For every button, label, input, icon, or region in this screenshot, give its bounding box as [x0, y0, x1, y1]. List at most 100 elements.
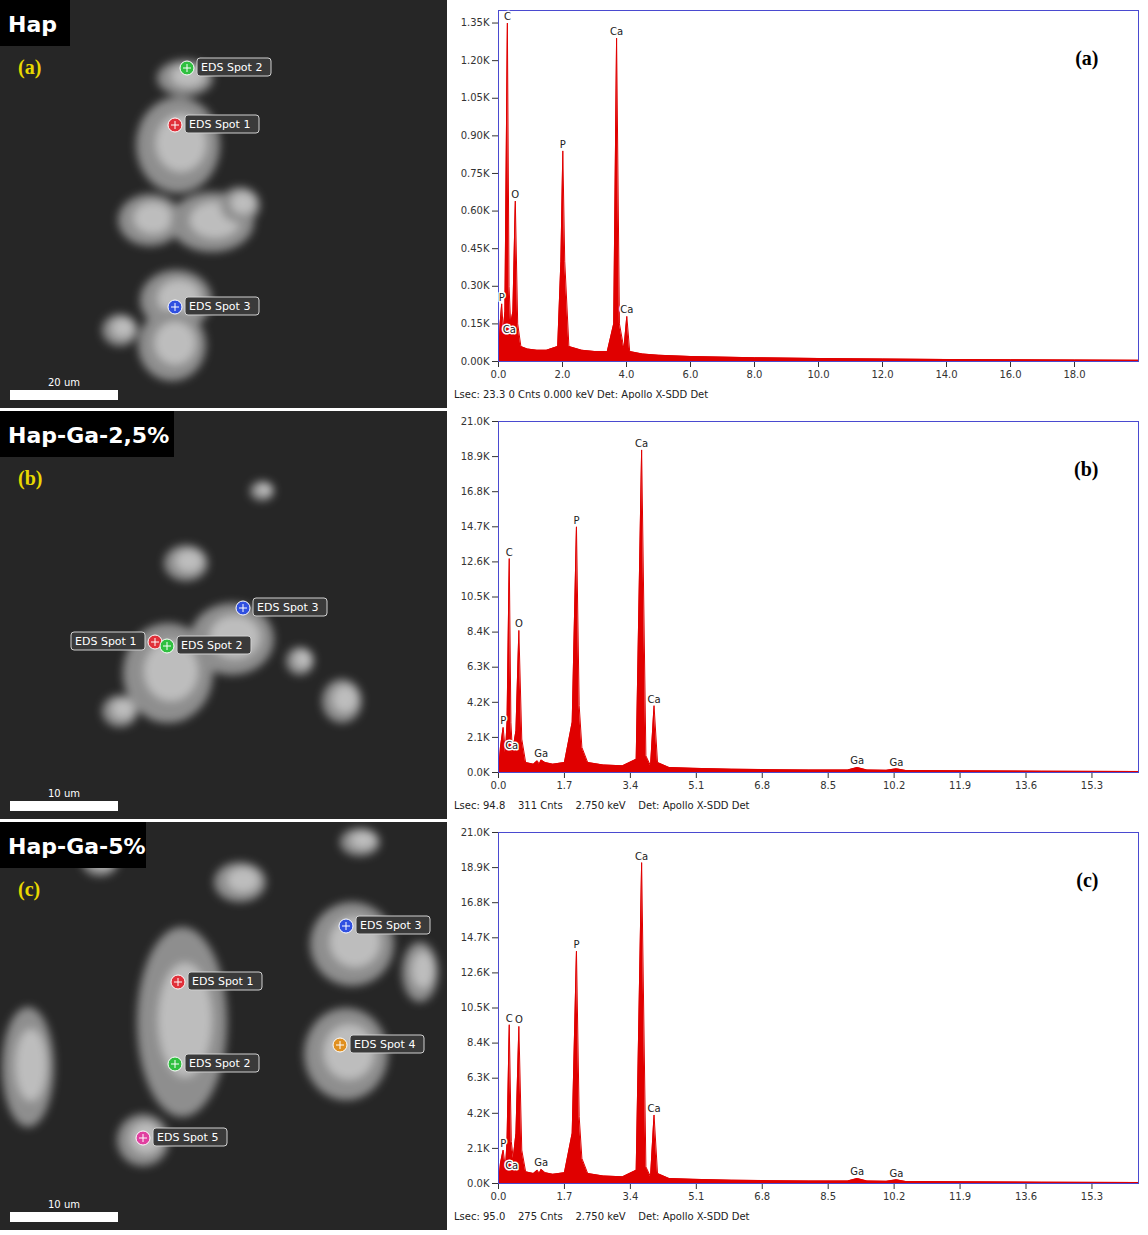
svg-text:16.8K: 16.8K — [461, 897, 490, 908]
svg-text:P: P — [573, 515, 579, 526]
svg-text:0.15K: 0.15K — [461, 318, 490, 329]
svg-text:12.0: 12.0 — [871, 369, 893, 380]
svg-text:12.6K: 12.6K — [461, 967, 490, 978]
svg-text:6.3K: 6.3K — [467, 1072, 490, 1083]
svg-text:0.75K: 0.75K — [461, 168, 490, 179]
svg-text:Ga: Ga — [850, 1166, 864, 1177]
svg-text:6.0: 6.0 — [683, 369, 699, 380]
svg-text:P: P — [499, 292, 505, 303]
svg-text:P: P — [560, 139, 566, 150]
svg-text:Ca: Ca — [620, 304, 633, 315]
svg-text:16.0: 16.0 — [999, 369, 1021, 380]
svg-text:12.6K: 12.6K — [461, 556, 490, 567]
svg-text:Hap-Ga-5%: Hap-Ga-5% — [8, 834, 146, 859]
svg-text:15.3: 15.3 — [1081, 780, 1103, 791]
svg-text:4.2K: 4.2K — [467, 1108, 490, 1119]
svg-text:10.0: 10.0 — [807, 369, 829, 380]
svg-text:EDS Spot 2: EDS Spot 2 — [201, 61, 262, 74]
svg-text:0.0: 0.0 — [491, 369, 507, 380]
svg-text:13.6: 13.6 — [1015, 1191, 1037, 1202]
svg-text:5.1: 5.1 — [688, 780, 704, 791]
svg-text:15.3: 15.3 — [1081, 1191, 1103, 1202]
svg-text:Ca: Ca — [610, 26, 623, 37]
svg-text:EDS Spot 1: EDS Spot 1 — [75, 635, 136, 648]
svg-text:8.4K: 8.4K — [467, 626, 490, 637]
svg-text:18.0: 18.0 — [1063, 369, 1085, 380]
svg-text:P: P — [500, 1138, 506, 1149]
svg-text:EDS Spot 2: EDS Spot 2 — [181, 639, 242, 652]
svg-text:1.20K: 1.20K — [461, 55, 490, 66]
svg-text:O: O — [511, 189, 519, 200]
svg-text:0.0K: 0.0K — [467, 1178, 490, 1189]
svg-text:EDS Spot 3: EDS Spot 3 — [257, 601, 318, 614]
svg-text:8.5: 8.5 — [820, 1191, 836, 1202]
svg-text:11.9: 11.9 — [949, 780, 971, 791]
svg-text:(b): (b) — [1074, 458, 1098, 481]
svg-text:18.9K: 18.9K — [461, 862, 490, 873]
svg-text:10.2: 10.2 — [883, 1191, 905, 1202]
svg-text:21.0K: 21.0K — [461, 416, 490, 427]
svg-text:13.6: 13.6 — [1015, 780, 1037, 791]
svg-text:Ca: Ca — [503, 324, 516, 335]
svg-text:EDS Spot 4: EDS Spot 4 — [354, 1038, 415, 1051]
svg-text:1.35K: 1.35K — [461, 17, 490, 28]
svg-text:0.00K: 0.00K — [461, 356, 490, 367]
svg-text:14.7K: 14.7K — [461, 932, 490, 943]
svg-text:Ga: Ga — [890, 757, 904, 768]
svg-text:10 um: 10 um — [48, 1199, 80, 1210]
svg-text:(c): (c) — [18, 878, 40, 901]
svg-text:1.7: 1.7 — [556, 780, 572, 791]
svg-text:EDS Spot 2: EDS Spot 2 — [189, 1057, 250, 1070]
svg-text:0.0: 0.0 — [491, 1191, 507, 1202]
svg-text:C: C — [504, 11, 511, 22]
svg-text:EDS Spot 1: EDS Spot 1 — [192, 975, 253, 988]
svg-text:O: O — [515, 618, 523, 629]
svg-text:(a): (a) — [18, 56, 41, 79]
svg-text:Ca: Ca — [635, 438, 648, 449]
svg-text:(b): (b) — [18, 467, 42, 490]
svg-text:10.5K: 10.5K — [461, 1002, 490, 1013]
svg-text:Ca: Ca — [505, 1160, 518, 1171]
svg-text:EDS Spot 1: EDS Spot 1 — [189, 118, 250, 131]
svg-text:6.3K: 6.3K — [467, 661, 490, 672]
svg-text:4.0: 4.0 — [619, 369, 635, 380]
svg-text:Ga: Ga — [890, 1168, 904, 1179]
svg-text:1.7: 1.7 — [556, 1191, 572, 1202]
svg-text:10.5K: 10.5K — [461, 591, 490, 602]
svg-text:6.8: 6.8 — [754, 1191, 770, 1202]
svg-text:0.30K: 0.30K — [461, 280, 490, 291]
svg-text:4.2K: 4.2K — [467, 697, 490, 708]
svg-text:Ga: Ga — [850, 755, 864, 766]
svg-text:20 um: 20 um — [48, 377, 80, 388]
svg-text:10 um: 10 um — [48, 788, 80, 799]
svg-text:Ca: Ca — [635, 851, 648, 862]
svg-text:14.7K: 14.7K — [461, 521, 490, 532]
svg-text:0.0K: 0.0K — [467, 767, 490, 778]
svg-text:8.5: 8.5 — [820, 780, 836, 791]
svg-text:14.0: 14.0 — [935, 369, 957, 380]
svg-text:0.60K: 0.60K — [461, 205, 490, 216]
svg-text:11.9: 11.9 — [949, 1191, 971, 1202]
svg-text:0.0: 0.0 — [491, 780, 507, 791]
svg-text:5.1: 5.1 — [688, 1191, 704, 1202]
svg-text:C: C — [506, 547, 513, 558]
svg-text:0.45K: 0.45K — [461, 243, 490, 254]
svg-text:C: C — [506, 1013, 513, 1024]
svg-text:P: P — [500, 715, 506, 726]
svg-text:1.05K: 1.05K — [461, 92, 490, 103]
svg-text:2.1K: 2.1K — [467, 1143, 490, 1154]
svg-text:21.0K: 21.0K — [461, 827, 490, 838]
svg-text:Ca: Ca — [505, 740, 518, 751]
svg-text:10.2: 10.2 — [883, 780, 905, 791]
svg-text:Ga: Ga — [534, 1157, 548, 1168]
svg-text:8.0: 8.0 — [747, 369, 763, 380]
svg-text:2.1K: 2.1K — [467, 732, 490, 743]
svg-text:Ca: Ca — [647, 1103, 660, 1114]
svg-text:18.9K: 18.9K — [461, 451, 490, 462]
svg-text:(c): (c) — [1076, 869, 1098, 892]
svg-text:O: O — [515, 1014, 523, 1025]
svg-text:(a): (a) — [1075, 47, 1098, 70]
svg-text:16.8K: 16.8K — [461, 486, 490, 497]
svg-text:Hap: Hap — [8, 12, 57, 37]
svg-text:3.4: 3.4 — [622, 1191, 638, 1202]
